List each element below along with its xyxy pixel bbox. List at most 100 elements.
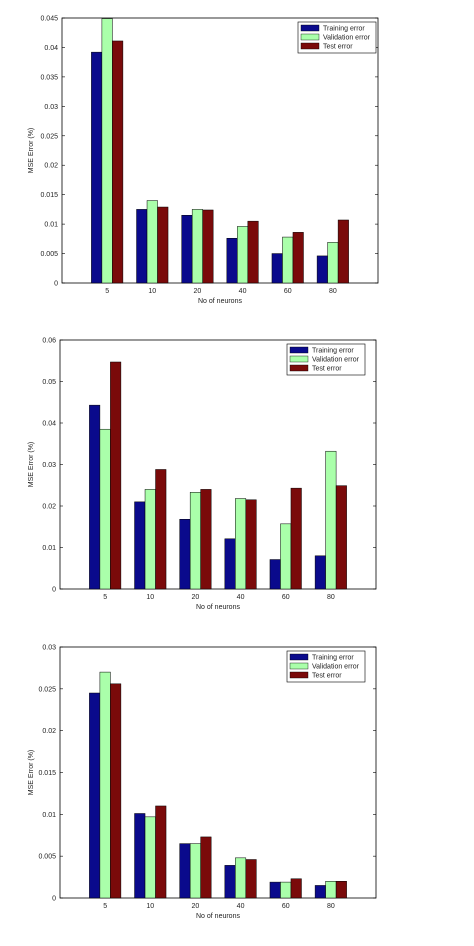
bar-training-60 [271,253,283,284]
chart-3: 0 0.005 0.01 0.015 0.02 0.025 0.03 5 10 20 40 60 80 N… [28,645,377,920]
y-tick-label: 0.04 [44,45,58,52]
legend: Training error Validation error Test error [297,21,377,54]
legend-swatch-training [289,346,309,354]
bar-test-60 [290,878,302,899]
bar-test-20 [200,836,212,899]
y-axis-label: MSE Error (%) [28,442,35,488]
y-tick-label: 0.05 [42,379,56,386]
bar-validation-80 [327,242,339,284]
bar-test-20 [202,209,214,284]
bar-test-80 [335,881,347,899]
bar-training-5 [91,51,103,284]
chart-2: 0 0.01 0.02 0.03 0.04 0.05 0.06 5 10 20 40 60 80 No o… [28,338,377,611]
bar-test-40 [245,859,257,899]
x-tick-label: 10 [146,903,154,910]
x-tick-label: 40 [237,594,245,601]
x-tick-label: 10 [148,288,156,295]
bar-test-60 [292,232,304,284]
legend-label-validation: Validation error [323,35,371,42]
legend-swatch-test [289,364,309,372]
bar-test-10 [157,206,169,284]
x-tick-label: 60 [284,288,292,295]
bar-validation-10 [146,200,158,284]
bar-training-5 [89,692,101,899]
bar-validation-40 [237,226,249,284]
y-tick-label: 0.03 [42,462,56,469]
bar-test-5 [110,361,122,590]
y-tick-label: 0.01 [42,812,56,819]
legend-swatch-test [300,42,320,50]
y-tick-label: 0.015 [40,192,58,199]
x-tick-label: 80 [327,903,335,910]
x-tick-label: 5 [103,594,107,601]
bar-validation-5 [99,671,111,899]
y-tick-label: 0.01 [42,545,56,552]
bar-test-5 [112,40,124,284]
y-axis-label: MSE Error (%) [28,750,35,796]
x-axis-label: No of neurons [196,604,240,611]
x-tick-label: 5 [105,288,109,295]
legend-swatch-training [300,24,320,32]
y-tick-label: 0.01 [44,222,58,229]
bar-test-10 [155,469,167,590]
bar-training-80 [316,255,328,284]
y-tick-label: 0.045 [40,16,58,23]
legend-swatch-training [289,653,309,661]
y-tick-label: 0.025 [40,133,58,140]
bar-test-5 [110,683,122,899]
bar-validation-60 [280,523,292,590]
y-tick-label: 0.03 [44,104,58,111]
bar-training-10 [136,209,148,284]
bar-training-5 [89,404,101,590]
bar-validation-20 [189,492,201,590]
y-tick-label: 0.025 [38,686,56,693]
bar-validation-40 [235,857,247,899]
y-tick-label: 0.005 [40,251,58,258]
legend-swatch-validation [300,33,320,41]
bar-training-40 [224,538,236,590]
bar-training-40 [224,865,236,899]
legend-swatch-validation [289,355,309,363]
y-tick-label: 0.015 [38,770,56,777]
y-tick-label: 0 [54,281,58,288]
bar-test-80 [337,219,349,284]
y-tick-label: 0.03 [42,645,56,652]
bar-training-20 [181,215,193,284]
bar-validation-80 [325,881,337,899]
x-tick-label: 20 [194,288,202,295]
y-tick-label: 0 [52,587,56,594]
bar-test-40 [245,499,257,590]
bar-training-60 [269,881,281,899]
x-tick-label: 5 [103,903,107,910]
bar-validation-20 [189,843,201,899]
y-tick-label: 0 [52,896,56,903]
legend-swatch-test [289,671,309,679]
bar-validation-5 [99,428,111,590]
legend: Training error Validation error Test error [286,650,366,683]
bar-validation-10 [144,489,156,590]
x-tick-label: 10 [146,594,154,601]
legend-label-training: Training error [312,655,354,662]
legend: Training error Validation error Test error [286,343,366,376]
bar-test-40 [247,220,259,284]
bar-validation-80 [325,450,337,590]
x-tick-label: 80 [327,594,335,601]
legend-swatch-validation [289,662,309,670]
y-tick-label: 0.035 [40,74,58,81]
bar-training-80 [314,885,326,899]
legend-label-validation: Validation error [312,664,360,671]
legend-label-test: Test error [323,44,353,51]
legend-label-test: Test error [312,366,342,373]
x-tick-label: 40 [237,903,245,910]
bar-validation-40 [235,498,247,590]
bar-validation-20 [191,209,203,284]
bar-training-80 [314,555,326,590]
bar-validation-60 [282,236,294,284]
bar-training-60 [269,559,281,590]
bar-training-10 [134,813,146,899]
bar-training-10 [134,501,146,590]
x-tick-label: 20 [192,903,200,910]
y-tick-label: 0.02 [42,504,56,511]
legend-label-test: Test error [312,673,342,680]
